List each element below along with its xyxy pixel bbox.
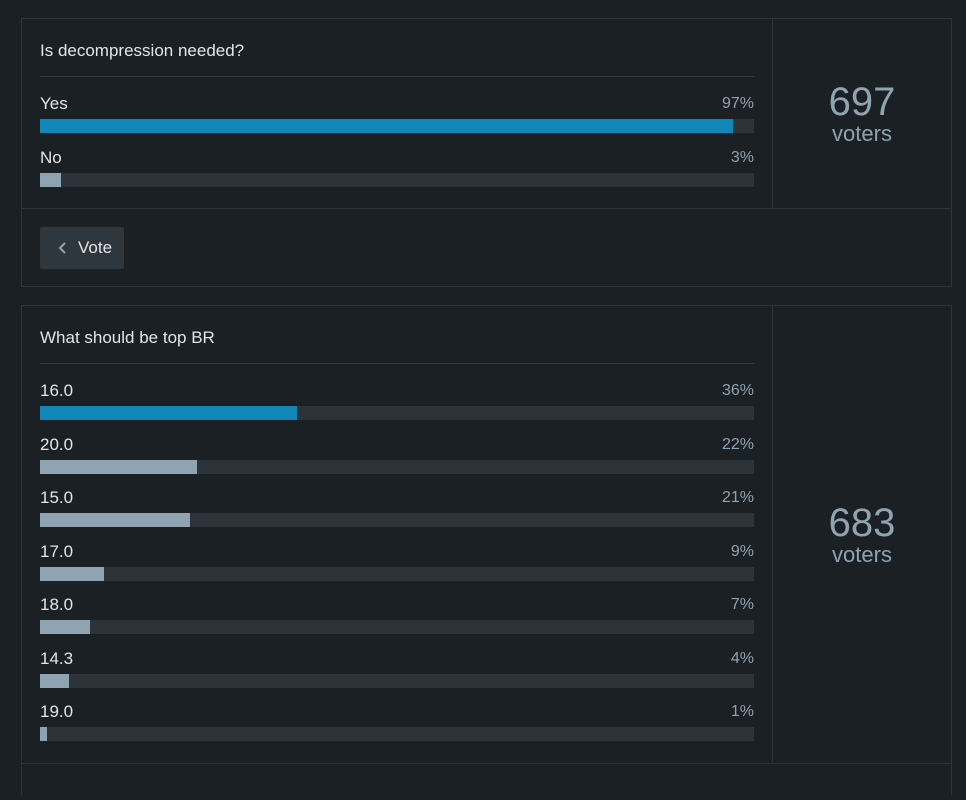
- poll-options-list: Yes 97% No 3%: [40, 77, 754, 192]
- voter-summary: 683 voters: [773, 306, 951, 763]
- option-label: No: [40, 147, 62, 167]
- result-bar-track: [40, 459, 754, 474]
- poll-option: Yes 97%: [40, 85, 754, 139]
- poll-option: 14.3 4%: [40, 640, 754, 694]
- poll-decompression: Is decompression needed? Yes 97% No 3%: [21, 18, 952, 287]
- poll-option: 19.0 1%: [40, 693, 754, 747]
- result-bar-track: [40, 727, 754, 741]
- option-label: 20.0: [40, 434, 74, 454]
- result-bar-fill: [40, 406, 298, 420]
- result-bar-track: [40, 172, 754, 187]
- result-bar-fill: [40, 620, 90, 634]
- poll-option: 17.0 9%: [40, 533, 754, 587]
- option-label: 17.0: [40, 541, 74, 561]
- poll-question: What should be top BR: [40, 306, 754, 364]
- option-percent: 21%: [721, 489, 754, 506]
- poll-question: Is decompression needed?: [40, 19, 754, 77]
- option-label: 14.3: [40, 648, 74, 668]
- option-percent: 9%: [730, 542, 754, 560]
- option-percent: 7%: [730, 596, 754, 613]
- result-bar-fill: [40, 727, 48, 741]
- option-percent: 36%: [721, 382, 754, 399]
- voter-summary: 697 voters: [773, 19, 951, 208]
- poll-top-br: What should be top BR 16.0 36% 20.0 22%: [21, 305, 952, 795]
- result-bar-track: [40, 566, 754, 581]
- poll-option: 16.0 36%: [40, 372, 754, 426]
- result-bar-track: [40, 119, 754, 133]
- option-label: Yes: [40, 94, 68, 113]
- option-label: 15.0: [40, 488, 74, 507]
- poll-options-panel: Is decompression needed? Yes 97% No 3%: [22, 19, 773, 208]
- poll-option: 15.0 21%: [40, 479, 754, 533]
- option-percent: 4%: [730, 649, 754, 667]
- result-bar-fill: [40, 566, 105, 581]
- option-percent: 22%: [721, 435, 754, 453]
- poll-options-list: 16.0 36% 20.0 22% 15.0 21%: [40, 364, 754, 747]
- voters-label: voters: [832, 541, 892, 567]
- voters-label: voters: [832, 120, 892, 146]
- result-bar-fill: [40, 119, 733, 133]
- poll-footer: [22, 763, 951, 800]
- result-bar-fill: [40, 513, 190, 527]
- option-percent: 3%: [730, 148, 754, 166]
- option-percent: 97%: [721, 95, 754, 112]
- result-bar-track: [40, 406, 754, 420]
- result-bar-fill: [40, 673, 69, 688]
- option-label: 16.0: [40, 381, 74, 400]
- option-label: 19.0: [40, 702, 74, 721]
- voters-count: 683: [828, 500, 896, 545]
- poll-option: No 3%: [40, 139, 754, 193]
- voters-count: 697: [828, 79, 896, 124]
- result-bar-track: [40, 673, 754, 688]
- result-bar-fill: [40, 172, 62, 187]
- poll-option: 20.0 22%: [40, 426, 754, 480]
- poll-footer: Vote: [22, 208, 951, 286]
- option-label: 18.0: [40, 595, 74, 614]
- result-bar-track: [40, 513, 754, 527]
- chevron-left-icon: [58, 242, 66, 254]
- poll-option: 18.0 7%: [40, 586, 754, 640]
- vote-button[interactable]: Vote: [40, 227, 125, 269]
- result-bar-fill: [40, 459, 198, 474]
- result-bar-track: [40, 620, 754, 634]
- option-percent: 1%: [730, 703, 754, 720]
- vote-button-label: Vote: [78, 238, 113, 257]
- poll-options-panel: What should be top BR 16.0 36% 20.0 22%: [22, 306, 773, 763]
